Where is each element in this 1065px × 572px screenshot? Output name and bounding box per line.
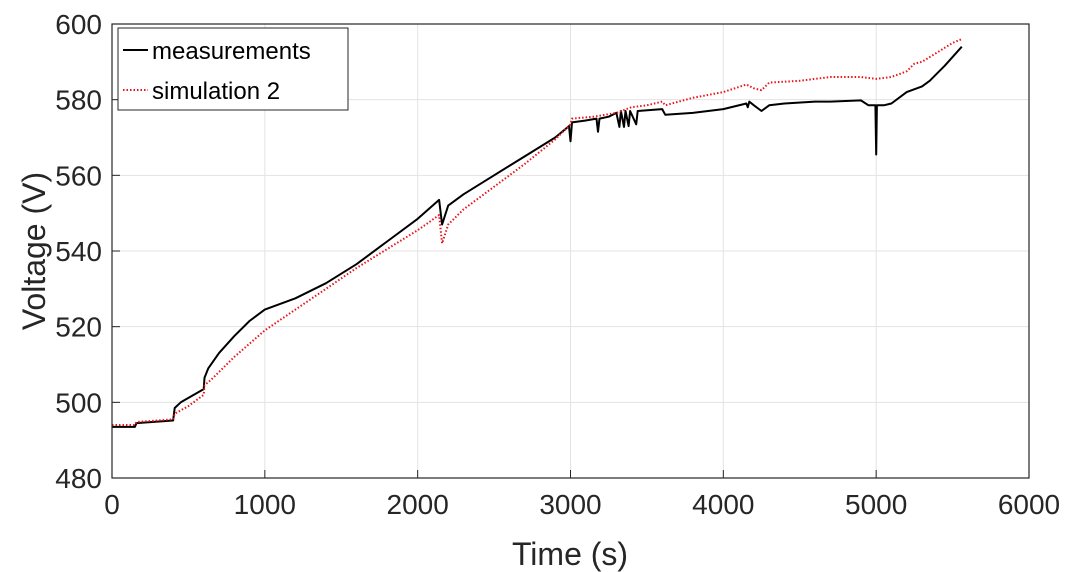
grid <box>112 24 1029 478</box>
series-line-measurements <box>112 46 963 428</box>
y-axis-label: Voltage (V) <box>16 172 52 330</box>
y-tick-label: 520 <box>55 312 102 343</box>
x-axis-label: Time (s) <box>512 536 628 572</box>
legend-label-simulation-2: simulation 2 <box>152 78 280 105</box>
y-tick-label: 600 <box>55 9 102 40</box>
legend-box <box>117 27 349 111</box>
x-tick-label: 6000 <box>998 489 1060 520</box>
legend-label-measurements: measurements <box>152 38 311 65</box>
y-tick-label: 500 <box>55 387 102 418</box>
y-tick-label: 580 <box>55 85 102 116</box>
x-tick-label: 5000 <box>845 489 907 520</box>
series-line-simulation-2 <box>112 38 963 426</box>
x-tick-label: 1000 <box>234 489 296 520</box>
series-layer <box>112 38 963 428</box>
x-tick-label: 2000 <box>387 489 449 520</box>
x-tick-label: 0 <box>104 489 120 520</box>
ticks: 0 1000 2000 3000 4000 5000 6000 480 500 520 540 560… <box>55 9 1060 520</box>
legend: measurements simulation 2 <box>117 27 349 111</box>
x-tick-label: 4000 <box>692 489 754 520</box>
x-tick-label: 3000 <box>539 489 601 520</box>
y-tick-label: 480 <box>55 463 102 494</box>
y-tick-label: 540 <box>55 236 102 267</box>
y-tick-label: 560 <box>55 160 102 191</box>
